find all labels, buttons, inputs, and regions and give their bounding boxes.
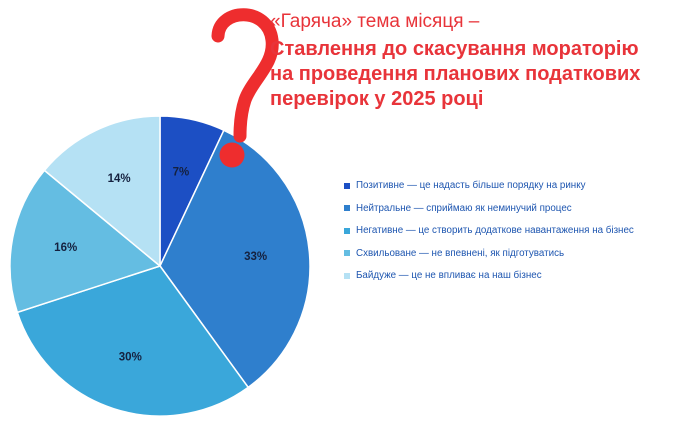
legend-swatch [344,182,350,189]
legend-item: Нейтральне — сприймаю як неминучий проце… [344,200,634,217]
legend-item: Негативне — це створить додаткове навант… [344,222,634,239]
legend-label: Байдуже — це не впливає на наш бізнес [356,270,542,281]
heading-title: Ставлення до скасування мораторію на про… [270,37,695,112]
legend-label: Позитивне — це надасть більше порядку на… [356,180,586,191]
question-mark-icon [211,8,279,168]
legend-swatch [344,250,350,256]
heading-title-line: перевірок у 2025 році [270,88,484,110]
legend-label: Негативне — це створить додаткове навант… [356,225,634,236]
pie-slice [9,169,162,314]
pie-slice [43,115,161,268]
legend-swatch [344,272,350,279]
heading: «Гаряча» тема місяця – Ставлення до скас… [270,10,695,112]
legend-swatch [344,205,350,211]
legend-item: Байдуже — це не впливає на наш бізнес [344,267,634,284]
pie-value-label: 30% [119,351,142,363]
pie-slices [9,115,311,417]
legend-label: Схвильоване — не впевнені, як підготуват… [356,247,565,259]
pie-slice [159,129,311,389]
chart-legend: Позитивне — це надасть більше порядку на… [344,177,634,290]
legend-swatch [344,227,350,234]
heading-subtitle: «Гаряча» тема місяця – [270,11,480,32]
pie-value-label: 14% [108,173,131,185]
heading-title-line: на проведення планових податкових [270,63,641,85]
heading-title-line: Ставлення до скасування мораторію [270,38,639,60]
pie-value-label: 16% [54,242,77,254]
legend-item: Позитивне — це надасть більше порядку на… [344,177,634,194]
legend-item: Схвильоване — не впевнені, як підготуват… [344,245,634,262]
legend-label: Нейтральне — сприймаю як неминучий проце… [356,202,572,214]
pie-slice [16,265,250,417]
pie-value-label: 7% [173,166,190,178]
pie-value-label: 33% [244,251,267,263]
pie-value-labels: 7% 33% 30% 16% 14% [54,166,267,363]
